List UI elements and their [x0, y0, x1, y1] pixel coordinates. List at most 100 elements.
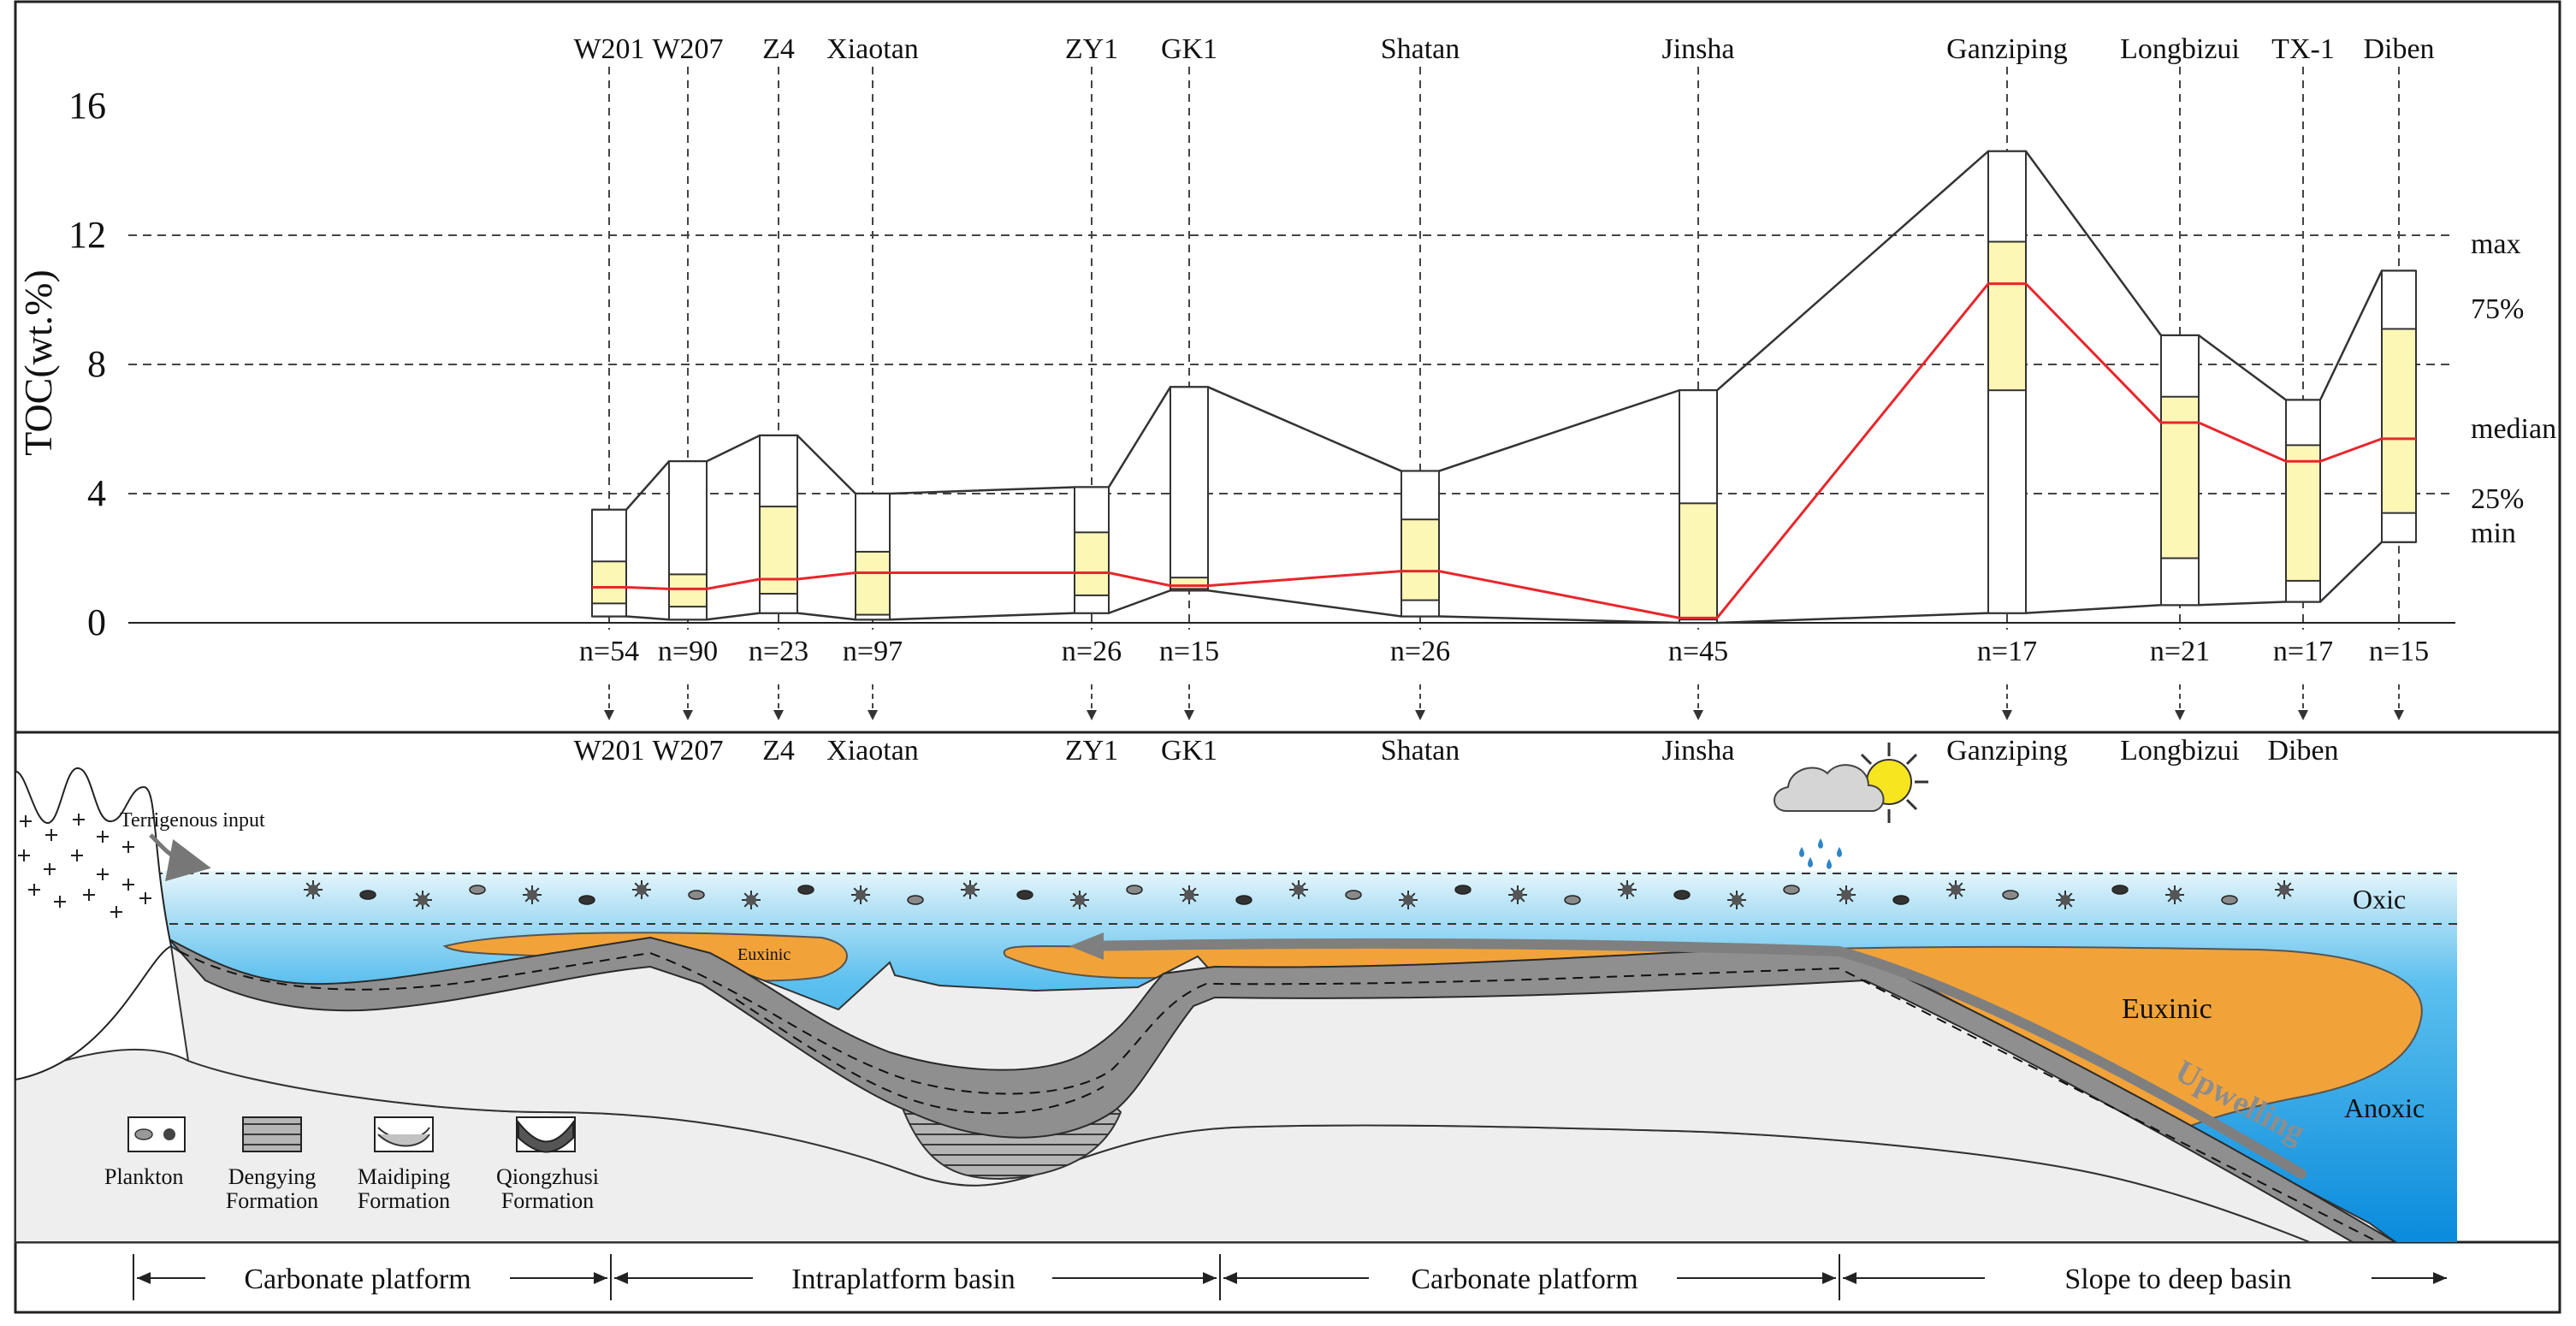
plankton-oval: [688, 890, 705, 900]
flow-arrowhead: [1069, 932, 1104, 960]
legend-plankton-label: Plankton: [104, 1164, 183, 1189]
plankton-star: [961, 880, 980, 899]
plankton-star: [1399, 891, 1418, 909]
oxic-label: Oxic: [2353, 884, 2406, 915]
plankton-oval: [797, 885, 814, 895]
cross-mark: [97, 831, 109, 843]
upwelling-arrow: [1081, 938, 2307, 1179]
sample-count-label: n=17: [1977, 636, 2037, 667]
box-jinsha: [1679, 389, 1718, 624]
plankton-core: [746, 895, 756, 905]
legend-qiongzhusi-line2: Formation: [501, 1188, 594, 1213]
box-range: [1170, 386, 1209, 592]
box-iqr: [759, 506, 798, 595]
box-legend-label: median: [2471, 413, 2556, 445]
legend-qiongzhusi: Qiongzhusi Formation: [496, 1116, 599, 1213]
plankton-oval: [2221, 895, 2238, 905]
plankton-core: [2060, 895, 2070, 905]
cross-mark: [97, 868, 109, 880]
box-legend-label: 25%: [2471, 483, 2524, 515]
box-series: [591, 150, 2417, 624]
y-tick-label: 0: [87, 601, 106, 643]
euxinic-zone-large: [1003, 944, 2423, 1131]
coastline: [15, 767, 173, 1081]
legend-maidiping: Maidiping Formation: [358, 1116, 450, 1213]
plankton-oval: [1345, 890, 1362, 900]
max-envelope: [592, 150, 2416, 512]
legend-qiongzhusi-line1: Qiongzhusi: [496, 1164, 599, 1189]
plankton-star: [1837, 885, 1856, 904]
environment-label-2: Intraplatform basin: [791, 1264, 1016, 1295]
cross-mark: [122, 841, 134, 853]
section-well-labels: W201 W207 Z4 Xiaotan ZY1 GK1 Shatan Jinsha Ganzi…: [573, 735, 2338, 767]
y-tick-label: 4: [87, 472, 106, 514]
plankton-core: [1622, 885, 1632, 895]
legend-dengying-line2: Formation: [226, 1188, 318, 1213]
plankton-core: [1951, 885, 1961, 895]
environment-label-1: Carbonate platform: [244, 1264, 471, 1295]
plankton-oval: [2111, 885, 2129, 895]
plankton-oval: [1673, 890, 1691, 900]
plankton-star: [851, 885, 870, 904]
pointer-head: [868, 710, 878, 720]
legend-maidiping-line2: Formation: [358, 1188, 450, 1213]
well-names-top: W201 W207 Z4 Xiaotan ZY1 GK1 Shatan Jinsha Ganzi…: [573, 33, 2434, 65]
cross-mark: [28, 884, 40, 896]
plankton-core: [1513, 890, 1523, 900]
median-path: [592, 282, 2416, 619]
box-gk1: [1170, 386, 1209, 592]
sample-count-label: n=21: [2150, 636, 2210, 667]
plankton-star: [2275, 880, 2294, 899]
section-well-label: Shatan: [1381, 735, 1460, 767]
y-axis-label: TOC(wt.%): [16, 269, 60, 456]
section-well-label: Ganziping: [1946, 735, 2068, 767]
plankton-star: [1618, 880, 1637, 899]
terrigenous-arrow: [149, 833, 211, 882]
rain-icon: [1799, 838, 1842, 869]
well-name-top: Z4: [762, 33, 795, 65]
pointer-head: [683, 710, 693, 720]
section-well-label: Xiaotan: [826, 735, 919, 767]
box-iqr: [1401, 518, 1440, 601]
box-iqr: [1074, 531, 1110, 596]
pointer-head: [1415, 710, 1425, 720]
plankton-oval: [359, 890, 376, 900]
box-iqr: [2160, 395, 2200, 559]
cross-mark: [73, 814, 85, 826]
granite-crosses: [18, 814, 151, 918]
well-name-top: Longbizui: [2120, 33, 2240, 65]
box-xiaotan: [855, 493, 891, 621]
sample-count-label: n=15: [2369, 636, 2429, 667]
plankton-core: [308, 885, 318, 895]
platform-body: [169, 936, 2399, 1243]
section-well-label: Longbizui: [2120, 735, 2240, 767]
box-zy1: [1074, 486, 1110, 614]
environment-arrow-2: Intraplatform basin: [614, 1264, 1217, 1295]
plankton-oval: [1454, 885, 1472, 895]
box-iqr: [2381, 328, 2417, 514]
y-tick-label: 16: [68, 85, 106, 127]
cross-mark: [18, 849, 30, 861]
sample-count-label: n=26: [1062, 636, 1122, 667]
legend: Plankton Dengying Formation Maidiping Fo…: [104, 1116, 599, 1213]
toc-box-chart: 0 4 8 12 16 TOC(wt.%) W201 W207 Z4 Xiaotan ZY1 GK…: [16, 33, 2556, 720]
box-legend: max 75% median 25%min: [2471, 228, 2556, 549]
cross-section: Terrigenous input Upwelling: [15, 735, 2457, 1243]
legend-plankton: Plankton: [104, 1116, 186, 1189]
plankton-core: [1294, 885, 1304, 895]
plankton-star: [523, 885, 542, 904]
box-iqr: [1170, 577, 1209, 590]
formation-dash-1: [179, 950, 2379, 1243]
section-well-label: W201: [573, 735, 644, 767]
cloud-icon: [1774, 764, 1885, 812]
plankton-core: [1841, 890, 1851, 900]
box-w207: [668, 460, 708, 621]
plankton-core: [1403, 895, 1413, 905]
euxinic-label-large: Euxinic: [2122, 993, 2212, 1025]
pointer-head: [773, 710, 784, 720]
euxinic-label-small: Euxinic: [737, 945, 791, 964]
cross-mark: [54, 896, 66, 908]
box-longbizui: [2160, 334, 2200, 607]
well-name-top: W201: [573, 33, 644, 65]
plankton-row: [304, 880, 2294, 909]
